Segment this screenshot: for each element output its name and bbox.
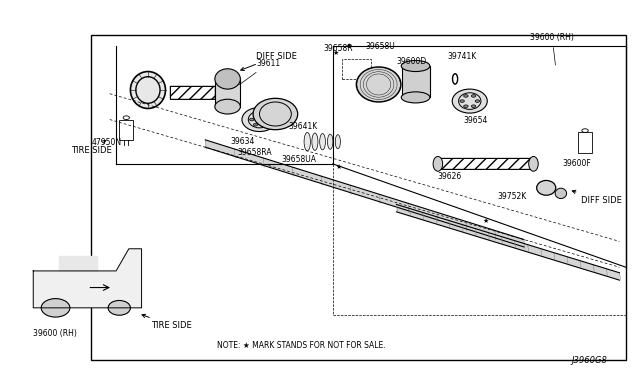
Text: 39600F: 39600F (562, 159, 591, 168)
Ellipse shape (108, 301, 131, 315)
Polygon shape (396, 205, 620, 280)
Text: 39626: 39626 (438, 171, 462, 181)
Ellipse shape (452, 89, 487, 113)
Bar (578, 132, 592, 153)
Ellipse shape (464, 94, 468, 97)
Bar (401, 66, 430, 97)
Text: DIFF SIDE: DIFF SIDE (241, 52, 297, 70)
Bar (119, 119, 133, 140)
Ellipse shape (529, 157, 538, 171)
Ellipse shape (215, 69, 241, 89)
Ellipse shape (261, 124, 266, 126)
Bar (438, 158, 534, 169)
Ellipse shape (335, 135, 340, 149)
Text: 39654: 39654 (463, 116, 488, 125)
Polygon shape (205, 140, 524, 247)
Ellipse shape (215, 99, 241, 114)
Ellipse shape (304, 132, 310, 151)
Text: 39658UA: 39658UA (282, 155, 317, 164)
Ellipse shape (401, 61, 430, 71)
Ellipse shape (555, 188, 566, 199)
Text: TIRE SIDE: TIRE SIDE (72, 141, 112, 155)
Text: ★: ★ (483, 218, 489, 224)
Text: ★: ★ (346, 42, 352, 48)
Ellipse shape (41, 299, 70, 317)
Bar (438, 158, 534, 169)
Text: J3960G8: J3960G8 (571, 356, 607, 365)
Text: TIRE SIDE: TIRE SIDE (142, 314, 192, 330)
Ellipse shape (433, 157, 443, 171)
Ellipse shape (253, 113, 258, 116)
Ellipse shape (401, 92, 430, 103)
Ellipse shape (250, 118, 254, 121)
Text: 39600 (RH): 39600 (RH) (33, 328, 77, 337)
Ellipse shape (261, 113, 266, 116)
Text: 39658R: 39658R (323, 44, 353, 53)
Bar (170, 86, 215, 99)
Text: NOTE: ★ MARK STANDS FOR NOT FOR SALE.: NOTE: ★ MARK STANDS FOR NOT FOR SALE. (216, 341, 385, 350)
Ellipse shape (312, 133, 318, 150)
Ellipse shape (475, 100, 479, 102)
Ellipse shape (242, 108, 277, 132)
Ellipse shape (356, 67, 401, 102)
Bar (170, 86, 215, 99)
Text: DIFF SIDE: DIFF SIDE (572, 190, 622, 205)
Text: 39600D: 39600D (396, 57, 427, 66)
Ellipse shape (471, 94, 476, 97)
Text: ★: ★ (333, 50, 339, 56)
Text: 39752K: 39752K (497, 192, 526, 201)
Ellipse shape (464, 105, 468, 108)
Bar (91, 35, 626, 359)
Text: ★: ★ (336, 164, 342, 170)
Bar (215, 79, 241, 107)
Text: 39641K: 39641K (288, 122, 317, 131)
Ellipse shape (253, 124, 258, 126)
Bar (342, 59, 371, 79)
Polygon shape (59, 256, 97, 271)
Text: 39634: 39634 (231, 137, 255, 145)
Text: 39741K: 39741K (447, 52, 477, 61)
Text: 39658U: 39658U (366, 42, 396, 51)
Text: 39611: 39611 (239, 59, 280, 85)
Ellipse shape (328, 134, 333, 149)
Ellipse shape (471, 105, 476, 108)
Polygon shape (33, 249, 141, 308)
Ellipse shape (320, 134, 325, 150)
Text: 47950N: 47950N (92, 138, 122, 147)
Ellipse shape (537, 180, 556, 195)
Text: 39658RA: 39658RA (237, 148, 272, 157)
Ellipse shape (265, 118, 269, 121)
Text: 39600 (RH): 39600 (RH) (531, 33, 574, 65)
Ellipse shape (253, 98, 298, 130)
Ellipse shape (131, 71, 166, 109)
Ellipse shape (460, 100, 465, 102)
